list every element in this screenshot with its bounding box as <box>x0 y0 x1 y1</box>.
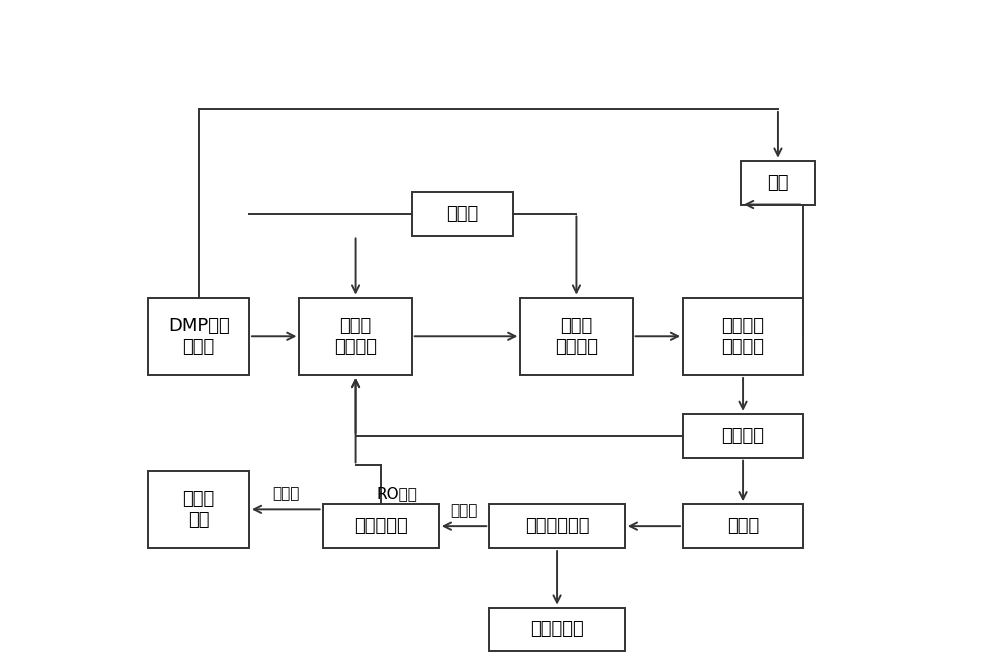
FancyBboxPatch shape <box>683 297 803 375</box>
FancyBboxPatch shape <box>412 192 512 236</box>
Text: 三乙胺: 三乙胺 <box>446 205 478 223</box>
Text: 草甘膦: 草甘膦 <box>727 517 759 535</box>
FancyBboxPatch shape <box>489 607 625 652</box>
FancyBboxPatch shape <box>741 160 815 205</box>
Text: 纳滤浓缩装置: 纳滤浓缩装置 <box>525 517 589 535</box>
Text: 至企业
用水: 至企业 用水 <box>182 490 215 529</box>
Text: 氢氧化钠: 氢氧化钠 <box>722 427 765 445</box>
FancyBboxPatch shape <box>148 297 249 375</box>
FancyBboxPatch shape <box>489 504 625 548</box>
Text: 双极膜电
渗析装置: 双极膜电 渗析装置 <box>722 317 765 356</box>
Text: 草甘膦水剂: 草甘膦水剂 <box>530 621 584 639</box>
FancyBboxPatch shape <box>520 297 633 375</box>
FancyBboxPatch shape <box>323 504 439 548</box>
FancyBboxPatch shape <box>683 504 803 548</box>
Text: 反渗透装置: 反渗透装置 <box>354 517 408 535</box>
Text: RO浓液: RO浓液 <box>377 486 418 502</box>
Text: 透过液: 透过液 <box>272 486 300 502</box>
Text: 碱性草
甘膦母液: 碱性草 甘膦母液 <box>555 317 598 356</box>
FancyBboxPatch shape <box>683 414 803 458</box>
Text: DMP法生
产工艺: DMP法生 产工艺 <box>168 317 230 356</box>
FancyBboxPatch shape <box>148 470 249 548</box>
Text: 盐酸: 盐酸 <box>767 174 789 191</box>
Text: 酸性草
甘膦母液: 酸性草 甘膦母液 <box>334 317 377 356</box>
FancyBboxPatch shape <box>299 297 412 375</box>
Text: 透过液: 透过液 <box>450 503 478 519</box>
